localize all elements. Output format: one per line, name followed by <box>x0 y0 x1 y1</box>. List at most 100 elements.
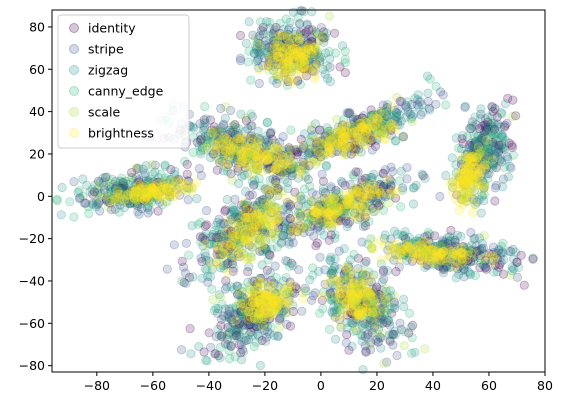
data-point <box>286 39 296 50</box>
data-point <box>381 104 391 114</box>
data-point <box>425 105 435 115</box>
data-point <box>320 48 331 58</box>
data-point <box>417 169 427 179</box>
data-point <box>272 78 282 89</box>
data-point <box>263 61 274 71</box>
data-point <box>279 157 289 167</box>
data-point <box>285 162 295 172</box>
data-point <box>264 190 274 200</box>
data-point <box>391 136 401 146</box>
data-point <box>326 182 336 192</box>
data-point <box>358 364 368 375</box>
data-point <box>315 56 325 66</box>
data-point <box>381 107 391 117</box>
data-point <box>296 134 306 144</box>
data-point <box>192 137 202 147</box>
data-point <box>281 38 291 48</box>
data-point <box>339 125 349 135</box>
data-point <box>307 38 317 48</box>
data-point <box>244 17 254 27</box>
data-point <box>374 115 384 126</box>
data-point <box>349 249 359 260</box>
data-point <box>191 177 202 188</box>
data-point <box>307 157 318 167</box>
data-point <box>339 115 349 125</box>
data-point <box>258 148 268 158</box>
data-point <box>392 120 403 130</box>
data-point <box>254 78 264 89</box>
data-point <box>368 110 378 120</box>
data-point <box>295 56 305 67</box>
data-point <box>289 35 299 45</box>
data-point <box>423 251 434 261</box>
data-point <box>228 121 238 132</box>
data-point <box>348 190 358 200</box>
data-point <box>271 272 281 283</box>
data-point <box>351 122 361 132</box>
data-point <box>254 152 264 162</box>
data-point <box>226 169 236 179</box>
data-point <box>261 131 271 142</box>
data-point <box>267 134 277 144</box>
data-point <box>290 43 300 53</box>
data-point <box>372 328 382 339</box>
data-point <box>216 151 226 161</box>
data-point <box>292 42 302 53</box>
data-point <box>334 142 344 153</box>
data-point <box>277 146 287 156</box>
data-point <box>255 17 266 27</box>
y-tick-label: 20 <box>29 146 45 161</box>
data-point <box>228 138 238 148</box>
data-point <box>286 52 296 62</box>
data-point <box>264 31 274 41</box>
data-point <box>254 40 264 50</box>
data-point <box>298 63 308 74</box>
data-point <box>291 26 301 36</box>
data-point <box>301 59 311 69</box>
data-point <box>202 145 212 155</box>
data-point <box>243 139 253 149</box>
data-point <box>256 44 266 55</box>
data-point <box>441 100 451 110</box>
data-point <box>220 137 230 147</box>
data-point <box>508 95 518 105</box>
data-point <box>216 103 226 114</box>
data-point <box>294 19 305 29</box>
data-point <box>293 47 303 57</box>
data-point <box>201 205 212 216</box>
data-point <box>232 150 242 160</box>
data-point <box>365 121 375 131</box>
data-point <box>226 127 236 137</box>
data-point <box>306 146 316 156</box>
data-point <box>298 155 309 165</box>
data-point <box>199 115 209 125</box>
data-point <box>488 251 498 261</box>
data-point <box>337 209 347 219</box>
data-point <box>217 130 227 140</box>
data-point <box>348 126 359 136</box>
data-point <box>236 109 246 119</box>
data-point <box>266 46 277 56</box>
data-point <box>223 147 234 157</box>
data-point <box>228 128 238 138</box>
data-point <box>198 145 208 155</box>
data-point <box>359 115 370 125</box>
x-tick-label: 40 <box>425 378 441 393</box>
y-tick-label: 0 <box>37 189 45 204</box>
data-point <box>399 341 409 351</box>
data-point <box>273 60 283 70</box>
data-point <box>69 177 79 187</box>
data-point <box>275 35 285 45</box>
data-point <box>327 139 337 149</box>
data-point <box>356 121 366 131</box>
data-point <box>291 145 301 155</box>
data-point <box>196 134 206 144</box>
data-point <box>342 130 352 140</box>
data-point <box>344 126 354 136</box>
data-point <box>215 342 225 352</box>
data-point <box>313 46 323 56</box>
data-point <box>401 102 411 112</box>
data-point <box>381 115 391 125</box>
data-point <box>487 102 498 112</box>
data-point <box>198 121 208 131</box>
